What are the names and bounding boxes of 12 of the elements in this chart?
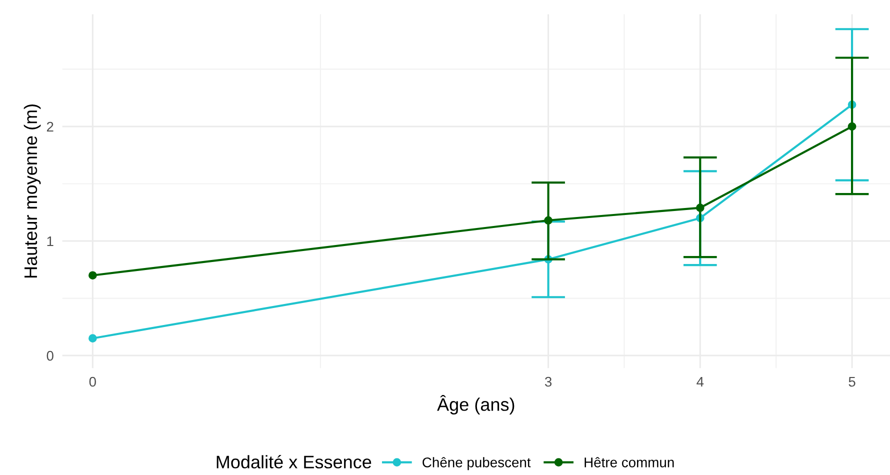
legend-title: Modalité x Essence [216, 454, 372, 468]
x-tick-label: 5 [848, 376, 856, 387]
x-tick-label: 3 [544, 376, 552, 387]
y-tick-label: 2 [46, 122, 54, 132]
legend-label: Chêne pubescent [422, 457, 531, 470]
x-tick-label: 4 [696, 376, 704, 387]
y-tick-label: 1 [47, 236, 54, 246]
y-tick-label: 0 [46, 350, 54, 361]
y-axis-title: Hauteur moyenne (m) [24, 104, 41, 278]
x-tick-label: 0 [89, 376, 96, 387]
x-axis-title: Âge (ans) [437, 394, 514, 414]
legend-label: Hêtre commun [584, 457, 674, 468]
